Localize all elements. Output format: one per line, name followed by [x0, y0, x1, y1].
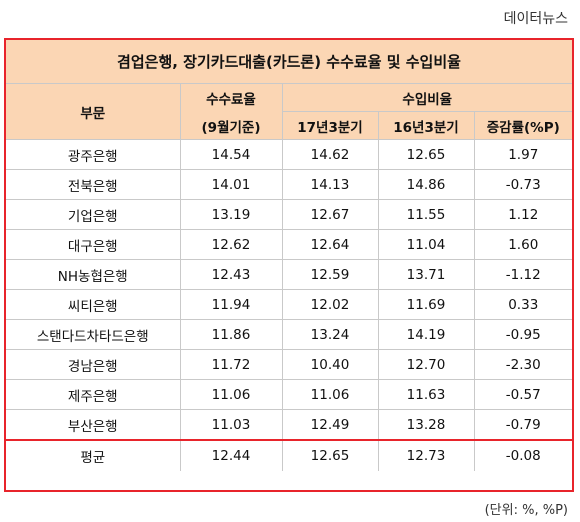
cell-change: 1.60: [473, 229, 572, 260]
header-fee-rate-line1: 수수료율: [206, 91, 256, 108]
cell-fee: 13.19: [179, 199, 283, 230]
cell-fee: 11.86: [179, 319, 283, 350]
cell-bank: 광주은행: [6, 139, 181, 170]
header-sector: 부문: [6, 83, 181, 140]
cell-fee: 14.01: [179, 169, 283, 200]
cell-q16: 14.86: [377, 169, 475, 200]
cell-q17: 10.40: [281, 349, 379, 380]
cell-bank: 씨티은행: [6, 289, 181, 320]
cell-q17: 14.62: [281, 139, 379, 170]
table-row: 기업은행 13.19 12.67 11.55 1.12: [6, 199, 572, 230]
cell-fee: 14.54: [179, 139, 283, 170]
cell-change: -0.57: [473, 379, 572, 410]
cell-q17: 13.24: [281, 319, 379, 350]
cell-bank: 기업은행: [6, 199, 181, 230]
cell-fee: 12.62: [179, 229, 283, 260]
average-label: 평균: [6, 439, 181, 471]
table-row: 씨티은행 11.94 12.02 11.69 0.33: [6, 289, 572, 320]
average-q17: 12.65: [281, 439, 379, 471]
cell-q16: 11.04: [377, 229, 475, 260]
header-fee-rate-line2: (9월기준): [201, 119, 261, 136]
cell-bank: 대구은행: [6, 229, 181, 260]
header-income-ratio: 수입비율: [281, 83, 572, 112]
table-row: 제주은행 11.06 11.06 11.63 -0.57: [6, 379, 572, 410]
cell-q17: 12.59: [281, 259, 379, 290]
source-label: 데이터뉴스: [503, 11, 568, 27]
title-row: 겸업은행, 장기카드대출(카드론) 수수료율 및 수입비율: [6, 40, 572, 84]
cell-change: 0.33: [473, 289, 572, 320]
cell-q16: 11.63: [377, 379, 475, 410]
header-q17: 17년3분기: [282, 111, 379, 140]
cell-q17: 14.13: [281, 169, 379, 200]
cell-bank: 전북은행: [6, 169, 181, 200]
cell-q17: 12.49: [281, 409, 379, 440]
cell-change: -2.30: [473, 349, 572, 380]
cell-q16: 11.55: [377, 199, 475, 230]
cell-fee: 11.94: [179, 289, 283, 320]
table-row: 스탠다드차타드은행 11.86 13.24 14.19 -0.95: [6, 319, 572, 350]
cell-bank: 경남은행: [6, 349, 181, 380]
cell-change: 1.12: [473, 199, 572, 230]
cell-change: -0.73: [473, 169, 572, 200]
cell-change: -0.79: [473, 409, 572, 440]
average-change: -0.08: [473, 439, 572, 471]
cell-q17: 12.64: [281, 229, 379, 260]
cell-change: -0.95: [473, 319, 572, 350]
unit-label: (단위: %, %P): [484, 503, 568, 518]
table-frame: 겸업은행, 장기카드대출(카드론) 수수료율 및 수입비율 부문 수수료율 (9…: [4, 38, 574, 492]
cell-change: 1.97: [473, 139, 572, 170]
header-row-1: 부문 수수료율 (9월기준) 수입비율: [6, 83, 572, 140]
header-q16: 16년3분기: [377, 111, 475, 140]
average-row: 평균 12.44 12.65 12.73 -0.08: [6, 439, 572, 471]
cell-fee: 11.06: [179, 379, 283, 410]
cell-bank: 스탠다드차타드은행: [6, 319, 181, 350]
cell-q16: 12.65: [377, 139, 475, 170]
header-change: 증감률(%P): [473, 111, 572, 140]
cell-fee: 11.03: [179, 409, 283, 440]
cell-q16: 11.69: [377, 289, 475, 320]
cell-q17: 12.02: [281, 289, 379, 320]
table-row: 전북은행 14.01 14.13 14.86 -0.73: [6, 169, 572, 200]
cell-q17: 12.67: [281, 199, 379, 230]
table-row: 부산은행 11.03 12.49 13.28 -0.79: [6, 409, 572, 440]
cell-fee: 12.43: [179, 259, 283, 290]
cell-q16: 13.28: [377, 409, 475, 440]
cell-bank: NH농협은행: [6, 259, 181, 290]
table-row: 광주은행 14.54 14.62 12.65 1.97: [6, 139, 572, 170]
cell-fee: 11.72: [179, 349, 283, 380]
cell-bank: 제주은행: [6, 379, 181, 410]
cell-q17: 11.06: [281, 379, 379, 410]
table-row: 대구은행 12.62 12.64 11.04 1.60: [6, 229, 572, 260]
cell-change: -1.12: [473, 259, 572, 290]
data-table: 겸업은행, 장기카드대출(카드론) 수수료율 및 수입비율 부문 수수료율 (9…: [6, 40, 572, 471]
average-q16: 12.73: [377, 439, 475, 471]
table-body: 광주은행 14.54 14.62 12.65 1.97 전북은행 14.01 14.13 14.…: [6, 139, 572, 440]
cell-q16: 14.19: [377, 319, 475, 350]
table-title: 겸업은행, 장기카드대출(카드론) 수수료율 및 수입비율: [6, 40, 572, 84]
cell-q16: 12.70: [377, 349, 475, 380]
table-row: 경남은행 11.72 10.40 12.70 -2.30: [6, 349, 572, 380]
cell-bank: 부산은행: [6, 409, 181, 440]
average-fee: 12.44: [179, 439, 283, 471]
cell-q16: 13.71: [377, 259, 475, 290]
table-row: NH농협은행 12.43 12.59 13.71 -1.12: [6, 259, 572, 290]
header-fee-rate: 수수료율 (9월기준): [179, 83, 283, 140]
